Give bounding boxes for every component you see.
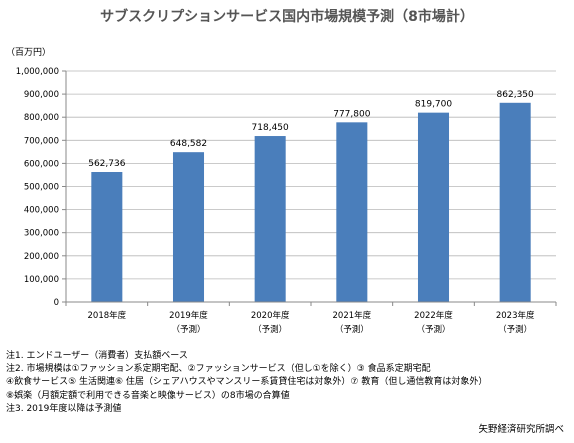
bar <box>417 112 450 303</box>
y-tick-label: 700,000 <box>24 136 59 146</box>
bar <box>499 102 531 302</box>
y-tick-label: 400,000 <box>24 206 59 216</box>
x-tick-label: （予測） <box>171 324 205 335</box>
bar <box>172 152 205 302</box>
note-2-continued: ④飲食サービス⑤ 生活関連⑥ 住居（シェアハウスやマンスリー系賃貸住宅は対象外）… <box>6 377 488 388</box>
y-axis-ticks: 0 100,000 200,000 300,000 400,000 500,000 600,… <box>16 67 66 308</box>
source-credit: 矢野経済研究所調べ <box>478 424 564 435</box>
bars <box>91 102 531 303</box>
y-tick-label: 1,000,000 <box>16 67 59 77</box>
note-2-continued: ⑧娯楽（月額定額で利用できる音楽と映像サービス）の8市場の合算値 <box>6 390 290 401</box>
bar-chart: サブスクリプションサービス国内市場規模予測（8市場計） （百万円） 0 100,0… <box>6 8 557 335</box>
y-axis-unit-label: （百万円） <box>6 47 51 58</box>
y-tick-label: 500,000 <box>24 183 59 193</box>
data-label: 862,350 <box>497 90 534 100</box>
y-tick-label: 200,000 <box>24 252 59 262</box>
y-tick-label: 900,000 <box>24 90 59 100</box>
x-tick-label: 2021年度 <box>333 310 372 321</box>
bar <box>91 172 123 302</box>
x-tick-label: （予測） <box>253 324 287 335</box>
data-label: 718,450 <box>252 123 289 133</box>
data-label: 819,700 <box>415 100 452 110</box>
gridlines <box>66 70 556 280</box>
bar <box>254 136 286 302</box>
note-1: 注1. エンドユーザー（消費者）支払額ベース <box>6 351 188 361</box>
x-tick-label: 2019年度 <box>169 310 208 321</box>
data-label: 562,736 <box>88 159 125 169</box>
x-tick-label: 2018年度 <box>88 310 127 321</box>
x-tick-label: （予測） <box>416 324 450 335</box>
x-tick-label: 2023年度 <box>496 310 535 321</box>
data-label: 648,582 <box>170 139 207 149</box>
note-2: 注2. 市場規模は①ファッション系定期宅配、②ファッションサービス（但し①を除く… <box>6 364 431 375</box>
x-tick-label: 2022年度 <box>414 310 453 321</box>
y-tick-label: 800,000 <box>24 113 59 123</box>
y-tick-label: 600,000 <box>24 159 59 169</box>
note-3: 注3. 2019年度以降は予測値 <box>6 403 122 414</box>
x-tick-label: （予測） <box>498 324 532 335</box>
y-tick-label: 100,000 <box>24 275 59 285</box>
chart-title: サブスクリプションサービス国内市場規模予測（8市場計） <box>100 8 474 25</box>
x-axis-ticks: 2018年度 2019年度 （予測） 2020年度 （予測） 2021年度 （予測） 2022… <box>65 302 557 335</box>
y-tick-label: 300,000 <box>24 229 59 239</box>
data-label: 777,800 <box>333 109 370 119</box>
x-tick-label: （予測） <box>335 324 369 335</box>
x-tick-label: 2020年度 <box>251 310 290 321</box>
notes: 注1. エンドユーザー（消費者）支払額ベース 注2. 市場規模は①ファッション系… <box>6 350 572 416</box>
bar <box>336 122 368 302</box>
y-tick-label: 0 <box>54 298 59 308</box>
data-labels: 562,736 648,582 718,450 777,800 819,700 862,3… <box>88 90 534 169</box>
